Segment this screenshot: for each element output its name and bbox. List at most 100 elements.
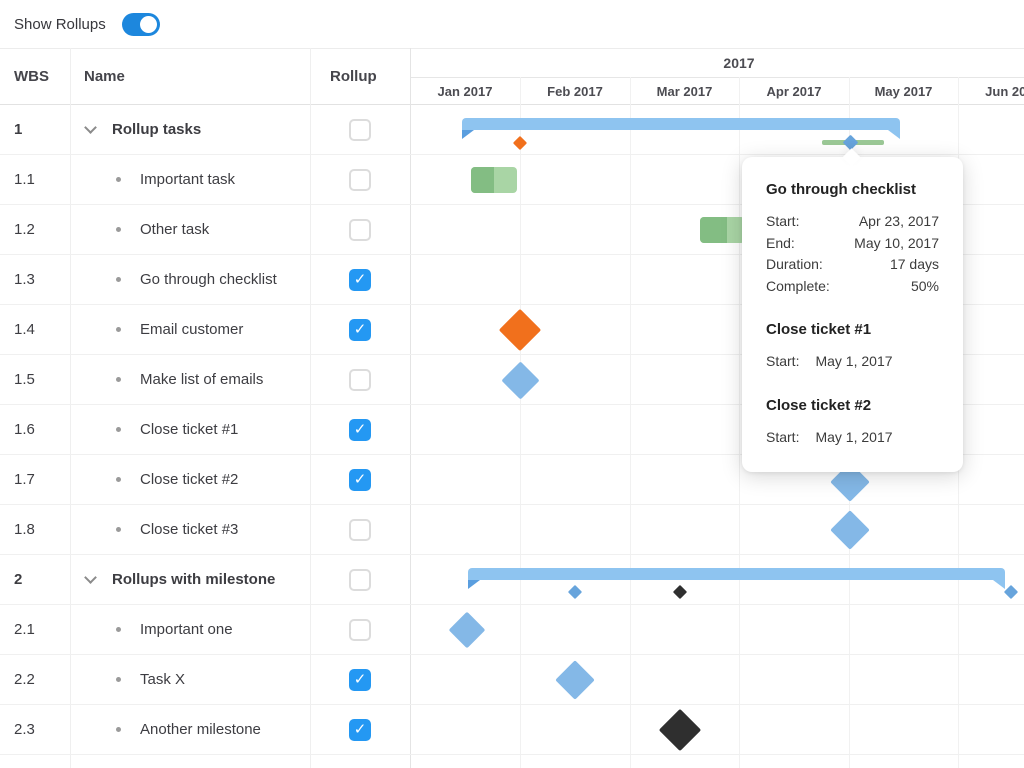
month-gridline (739, 77, 740, 768)
task-name: Close ticket #2 (140, 471, 239, 488)
name-cell: Make list of emails (70, 355, 310, 404)
show-rollups-toggle[interactable] (121, 12, 160, 36)
name-cell: Task X (70, 655, 310, 704)
wbs-cell: 1.5 (14, 371, 35, 388)
rollup-checkbox[interactable] (349, 368, 371, 391)
taskbar-important-task[interactable] (471, 167, 517, 193)
task-name: Email customer (140, 321, 244, 338)
chevron-down-icon[interactable] (84, 120, 97, 134)
tooltip-label: Duration: (766, 256, 823, 272)
month-header-feb: Feb 2017 (547, 83, 603, 99)
tooltip-title: Close ticket #2 (766, 396, 872, 414)
name-cell: Important task (70, 155, 310, 204)
tooltip-value: Apr 23, 2017 (858, 213, 939, 229)
wbs-cell: 2.1 (14, 621, 35, 638)
table-row[interactable]: 2.3 Another milestone (0, 705, 1024, 755)
rollup-checkbox[interactable] (349, 618, 371, 641)
show-rollups-label: Show Rollups (14, 15, 106, 33)
table-row[interactable]: 1.4 Email customer (0, 305, 1024, 355)
header-top-border (0, 48, 1024, 49)
wbs-cell: 1.4 (14, 321, 35, 338)
rollup-checkbox[interactable] (349, 118, 371, 141)
name-cell: Rollups with milestone (70, 555, 310, 604)
summary-wing-left (462, 130, 474, 139)
rollup-checkbox[interactable] (349, 268, 371, 291)
table-row[interactable]: 1.5 Make list of emails (0, 355, 1024, 405)
bullet-icon (116, 377, 121, 382)
rollup-checkbox[interactable] (349, 318, 371, 341)
rollup-checkbox[interactable] (349, 168, 371, 191)
bullet-icon (116, 477, 121, 482)
tooltip-value: 17 days (889, 256, 939, 272)
bullet-icon (116, 677, 121, 682)
name-cell: Important one (70, 605, 310, 654)
table-row[interactable]: 1.6 Close ticket #1 (0, 405, 1024, 455)
month-gridline (520, 77, 521, 768)
name-cell: Go through checklist (70, 255, 310, 304)
name-cell: Email customer (70, 305, 310, 354)
month-header-may: May 2017 (874, 83, 933, 99)
task-name: Close ticket #3 (140, 521, 239, 538)
column-header-wbs: WBS (14, 68, 49, 85)
wbs-cell: 1.6 (14, 421, 35, 438)
tooltip-title: Close ticket #1 (766, 321, 872, 338)
task-tooltip: Go through checklist Start: Apr 23, 2017 … (742, 148, 963, 472)
taskbar-other-task[interactable] (700, 217, 745, 243)
tooltip-value: May 10, 2017 (854, 234, 939, 251)
wbs-cell: 1 (14, 121, 23, 138)
name-cell: Close ticket #3 (70, 505, 310, 554)
table-row[interactable]: 1.3 Go through checklist (0, 255, 1024, 305)
bullet-icon (116, 427, 121, 432)
rollup-checkbox[interactable] (349, 668, 371, 691)
bullet-icon (116, 227, 121, 232)
bullet-icon (116, 177, 121, 182)
task-name: Important one (140, 621, 233, 638)
tooltip-title: Go through checklist (766, 181, 917, 198)
rollup-checkbox[interactable] (349, 418, 371, 441)
summary-bar-rollups-with-milestone[interactable] (468, 568, 1005, 580)
task-name: Rollups with milestone (112, 571, 276, 588)
wbs-cell: 2.2 (14, 671, 35, 688)
month-header-apr: Apr 2017 (766, 83, 822, 99)
rollup-checkbox[interactable] (349, 568, 371, 591)
table-row[interactable]: 1.8 Close ticket #3 (0, 505, 1024, 555)
rollup-checkbox[interactable] (349, 718, 371, 741)
rollup-checkbox[interactable] (349, 218, 371, 241)
month-gridline (630, 77, 631, 768)
task-name: Important task (140, 171, 236, 188)
wbs-cell: 1.8 (14, 521, 35, 538)
bullet-icon (116, 277, 121, 282)
rollup-checkbox[interactable] (349, 518, 371, 541)
wbs-cell: 2 (14, 571, 23, 588)
table-row[interactable]: 1.2 Other task (0, 205, 1024, 255)
name-cell: Other task (70, 205, 310, 254)
name-cell: Close ticket #2 (70, 455, 310, 504)
column-header-name: Name (84, 68, 125, 85)
toggle-knob (139, 15, 157, 33)
table-row[interactable]: 1 Rollup tasks (0, 105, 1024, 155)
table-chart-divider[interactable] (410, 48, 411, 768)
year-row-border (410, 77, 1024, 78)
chevron-down-icon[interactable] (84, 570, 97, 584)
table-row[interactable]: 2.1 Important one (0, 605, 1024, 655)
table-row[interactable]: 1.7 Close ticket #2 (0, 455, 1024, 505)
wbs-cell: 1.2 (14, 221, 35, 238)
tooltip-value: May 1, 2017 (815, 353, 893, 369)
name-cell: Rollup tasks (70, 105, 310, 154)
header-bottom-border (0, 104, 1024, 105)
summary-bar-rollup-tasks[interactable] (462, 118, 900, 130)
wbs-name-divider (70, 48, 71, 768)
month-header-mar: Mar 2017 (656, 83, 713, 99)
task-progress (471, 167, 494, 193)
bullet-icon (116, 627, 121, 632)
rollup-checkbox[interactable] (349, 468, 371, 491)
table-row[interactable]: 2 Rollups with milestone (0, 555, 1024, 605)
table-row[interactable]: 1.1 Important task (0, 155, 1024, 205)
summary-wing-right (888, 130, 900, 139)
name-rollup-divider (310, 48, 311, 768)
task-name: Another milestone (140, 721, 261, 738)
task-name: Rollup tasks (112, 121, 202, 138)
table-row[interactable]: 2.2 Task X (0, 655, 1024, 705)
tooltip-section: Close ticket #1 Start: May 1, 2017 (766, 321, 939, 373)
